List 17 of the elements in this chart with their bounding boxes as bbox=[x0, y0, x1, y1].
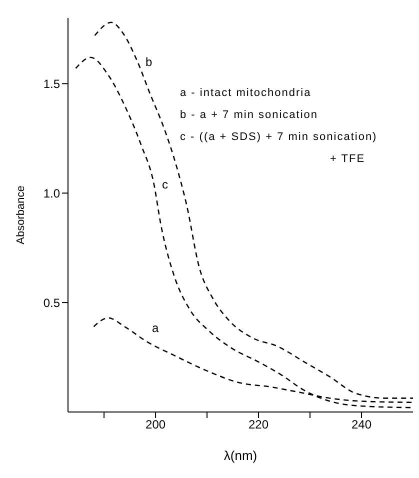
x-tick-label: 240 bbox=[351, 418, 372, 432]
y-axis-title: Absorbance bbox=[14, 186, 27, 244]
x-tick-label: 200 bbox=[146, 418, 166, 432]
annotation: a bbox=[152, 320, 159, 335]
annotation: b bbox=[146, 55, 153, 70]
annotation: c - ((a + SDS) + 7 min sonication) bbox=[180, 130, 378, 145]
y-tick-label: 1.0 bbox=[43, 186, 60, 200]
y-tick-label: 1.5 bbox=[43, 76, 60, 91]
y-tick-label: 0.5 bbox=[43, 296, 60, 310]
annotation: c bbox=[162, 178, 168, 192]
line-series bbox=[94, 22, 413, 399]
x-tick-label: 220 bbox=[248, 418, 269, 432]
annotation: b - a + 7 min sonication bbox=[180, 108, 320, 123]
x-axis-title: λ(nm) bbox=[224, 448, 258, 463]
annotation: + TFE bbox=[329, 152, 366, 167]
line-series bbox=[75, 56, 413, 408]
annotation: a - intact mitochondria bbox=[180, 86, 312, 101]
